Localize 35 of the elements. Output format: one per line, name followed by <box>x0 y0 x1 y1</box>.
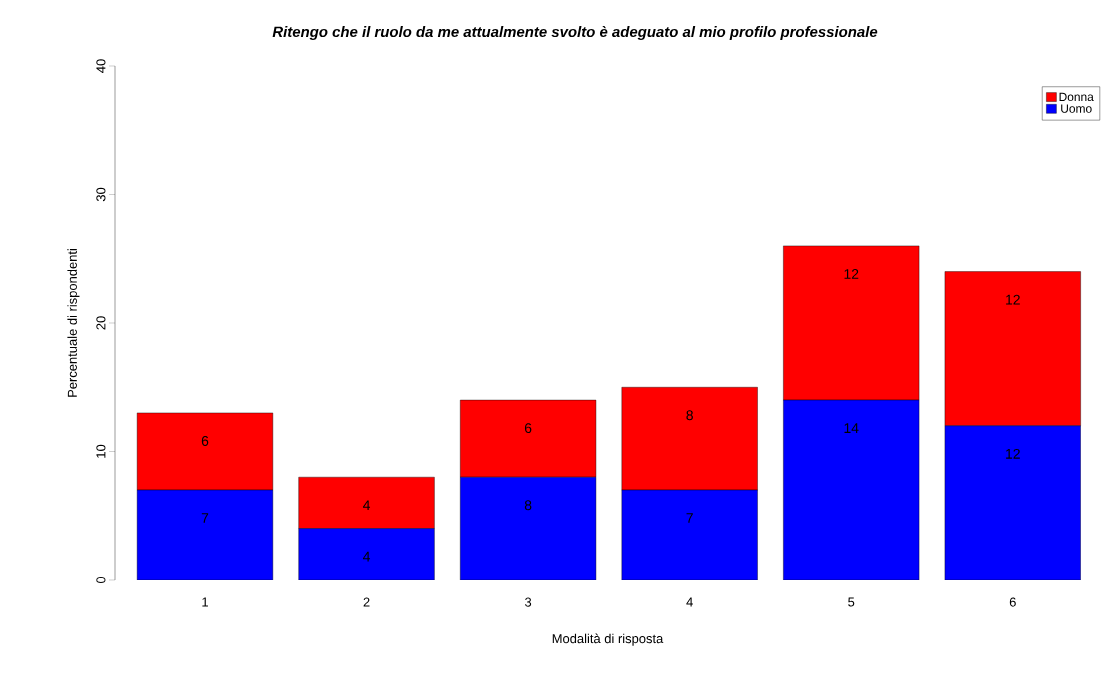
y-axis-title: Percentuale di rispondenti <box>67 249 80 397</box>
data-label: 12 <box>844 269 859 279</box>
x-tick-label: 2 <box>363 597 370 607</box>
y-tick-label: 40 <box>96 59 106 73</box>
bar <box>137 490 273 580</box>
x-tick-label: 4 <box>686 597 693 607</box>
data-label: 6 <box>524 423 532 434</box>
x-tick-label: 1 <box>202 597 208 607</box>
x-tick-label: 5 <box>848 597 855 607</box>
bar <box>298 528 435 580</box>
y-tick-label: 30 <box>96 187 106 202</box>
legend-label: Donna <box>1059 92 1094 102</box>
data-label: 8 <box>686 410 693 421</box>
bar <box>298 476 435 529</box>
data-label: 4 <box>362 500 371 510</box>
y-tick-label: 10 <box>96 444 106 458</box>
bar <box>783 400 920 580</box>
y-tick-label: 0 <box>96 576 106 584</box>
data-label: 8 <box>524 500 532 511</box>
data-label: 12 <box>1006 294 1020 305</box>
chart-title: Ritengo che il ruolo da me attualmente svolto è adeguato al mio profilo professionale <box>272 25 878 41</box>
bar <box>621 490 758 580</box>
bar <box>460 477 596 580</box>
data-label: 4 <box>362 551 371 562</box>
bar <box>944 425 1081 580</box>
data-label: 12 <box>1006 448 1020 459</box>
data-label: 7 <box>201 513 209 523</box>
x-tick-label: 3 <box>525 597 532 607</box>
legend-label: Uomo <box>1061 104 1092 113</box>
data-label: 7 <box>686 513 693 523</box>
data-label: 14 <box>844 423 859 433</box>
x-tick-label: 6 <box>1009 597 1016 607</box>
y-tick-label: 20 <box>96 316 106 330</box>
x-axis-title: Modalità di risposta <box>552 633 664 646</box>
data-label: 6 <box>201 435 209 446</box>
